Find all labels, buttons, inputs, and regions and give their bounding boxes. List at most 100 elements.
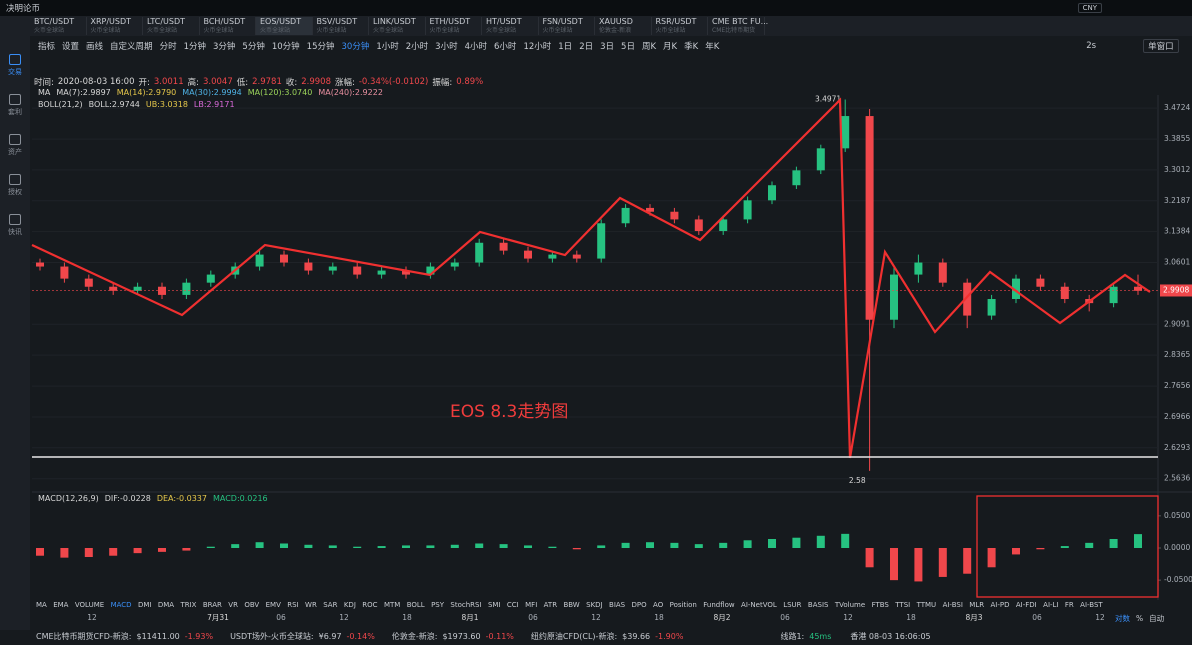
period[interactable]: 30分钟 — [341, 42, 370, 52]
sidebar-item[interactable]: 授权 — [0, 174, 30, 197]
indicator-tab[interactable]: StochRSI — [450, 601, 482, 609]
period[interactable]: 月K — [663, 42, 678, 52]
indicator-tab[interactable]: BOLL — [406, 601, 425, 609]
indicator-tab[interactable]: LSUR — [783, 601, 802, 609]
period[interactable]: 周K — [641, 42, 657, 52]
indicator-tab[interactable]: WR — [305, 601, 317, 609]
period[interactable]: 1日 — [558, 42, 573, 52]
period[interactable]: 1分钟 — [183, 42, 206, 52]
indicator-tab[interactable]: AI-NetVOL — [741, 601, 777, 609]
indicator-tab[interactable]: MFI — [525, 601, 538, 609]
indicator-tab[interactable]: MLR — [969, 601, 985, 609]
period[interactable]: 分时 — [159, 42, 177, 52]
indicator-tab[interactable]: CCI — [506, 601, 519, 609]
sidebar-item[interactable]: 套利 — [0, 94, 30, 117]
axis-tool[interactable]: % — [1136, 614, 1144, 623]
period[interactable]: 2小时 — [405, 42, 429, 52]
indicator-tab[interactable]: DMA — [157, 601, 175, 609]
indicator-value: MA(240):2.9222 — [318, 88, 383, 97]
axis-tool[interactable]: 自动 — [1149, 614, 1165, 623]
indicator-tab[interactable]: MACD — [110, 601, 132, 609]
period[interactable]: 12小时 — [523, 42, 552, 52]
symbol-tab[interactable]: LINK/USDT 火币全球站 — [369, 17, 426, 35]
window-mode[interactable]: 单窗口 — [1143, 39, 1179, 53]
period[interactable]: 季K — [684, 42, 699, 52]
custom-period[interactable]: 自定义周期 — [110, 42, 153, 52]
tab-name: CME BTC FU... — [712, 17, 769, 26]
indicator-tab[interactable]: DPO — [631, 601, 647, 609]
symbol-tab[interactable]: RSR/USDT 火币全球站 — [652, 17, 708, 35]
indicator-tab[interactable]: SKDJ — [586, 601, 603, 609]
symbol-tab[interactable]: XRP/USDT 火币全球站 — [87, 17, 143, 35]
period[interactable]: 年K — [705, 42, 720, 52]
indicator-tab[interactable]: VOLUME — [74, 601, 105, 609]
symbol-tab[interactable]: BCH/USDT 火币全球站 — [200, 17, 256, 35]
indicator-tab[interactable]: RSI — [287, 601, 299, 609]
indicator-tab[interactable]: TVolume — [834, 601, 866, 609]
indicator-tab[interactable]: TRIX — [180, 601, 197, 609]
period[interactable]: 5日 — [621, 42, 635, 52]
indicator-tab[interactable]: MA — [36, 601, 47, 609]
indicator-tab[interactable]: BBW — [563, 601, 580, 609]
indicator-tab[interactable]: SMI — [487, 601, 501, 609]
indicator-tab[interactable]: AI-LI — [1043, 601, 1059, 609]
candle-body — [255, 254, 264, 267]
symbol-tab[interactable]: ETH/USDT 火币全球站 — [426, 17, 482, 35]
period[interactable]: 15分钟 — [306, 42, 335, 52]
indicator-tab[interactable]: VR — [228, 601, 238, 609]
symbol-tab[interactable]: BSV/USDT 火币全球站 — [313, 17, 369, 35]
candle-body — [816, 148, 825, 171]
period[interactable]: 1小时 — [376, 42, 399, 52]
axis-tool[interactable]: 对数 — [1115, 614, 1130, 623]
indicator-tab[interactable]: AI-BSI — [942, 601, 963, 609]
indicator-tab[interactable]: FTBS — [871, 601, 889, 609]
tool-button[interactable]: 画线 — [86, 42, 104, 52]
indicator-tab[interactable]: BIAS — [609, 601, 626, 609]
candle-body — [694, 219, 703, 232]
indicator-tab[interactable]: PSY — [431, 601, 445, 609]
indicator-tab[interactable]: AI-BST — [1080, 601, 1103, 609]
indicator-tab[interactable]: Fundflow — [703, 601, 735, 609]
indicator-tab[interactable]: AI-FDI — [1015, 601, 1037, 609]
indicator-tab[interactable]: AI-PD — [990, 601, 1010, 609]
period[interactable]: 2日 — [579, 42, 594, 52]
indicator-tab[interactable]: SAR — [323, 601, 338, 609]
period[interactable]: 3日 — [600, 42, 615, 52]
sidebar-item[interactable]: 资产 — [0, 134, 30, 157]
indicator-tab[interactable]: ROC — [362, 601, 378, 609]
indicator-tab[interactable]: TTMU — [916, 601, 937, 609]
indicator-tab[interactable]: AO — [653, 601, 664, 609]
symbol-tab[interactable]: BTC/USDT 火币全球站 — [30, 17, 87, 35]
period[interactable]: 10分钟 — [271, 42, 300, 52]
symbol-tab[interactable]: LTC/USDT 火币全球站 — [143, 17, 200, 35]
indicator-tab[interactable]: EMV — [265, 601, 281, 609]
indicator-tab[interactable]: EMA — [53, 601, 69, 609]
title-bar: 决明论币 CNY — [0, 0, 1192, 16]
symbol-tab[interactable]: EOS/USDT 火币全球站 — [256, 17, 313, 35]
indicator-tab[interactable]: ATR — [543, 601, 558, 609]
period[interactable]: 3分钟 — [213, 42, 236, 52]
indicator-tab[interactable]: BRAR — [202, 601, 222, 609]
indicator-tab[interactable]: KDJ — [343, 601, 356, 609]
tool-button[interactable]: 指标 — [38, 42, 56, 52]
indicator-tab[interactable]: FR — [1064, 601, 1074, 609]
indicator-tab[interactable]: Position — [669, 601, 697, 609]
macd-bar — [304, 544, 313, 548]
symbol-tab[interactable]: XAUUSD 伦敦金-新浪 — [595, 17, 652, 35]
symbol-tab[interactable]: CME BTC FU... CME比特币期货 — [708, 17, 769, 35]
indicator-tab[interactable]: MTM — [383, 601, 401, 609]
tool-button[interactable]: 设置 — [62, 42, 80, 52]
indicator-tab[interactable]: OBV — [244, 601, 260, 609]
currency-select[interactable]: CNY — [1077, 3, 1102, 13]
period[interactable]: 4小时 — [464, 42, 488, 52]
sidebar-item[interactable]: 快讯 — [0, 214, 30, 237]
period[interactable]: 3小时 — [435, 42, 458, 52]
indicator-tab[interactable]: TTSI — [895, 601, 911, 609]
period[interactable]: 5分钟 — [242, 42, 265, 52]
symbol-tab[interactable]: FSN/USDT 火币全球站 — [539, 17, 595, 35]
period[interactable]: 6小时 — [494, 42, 517, 52]
indicator-tab[interactable]: DMI — [137, 601, 152, 609]
symbol-tab[interactable]: HT/USDT 火币全球站 — [482, 17, 539, 35]
sidebar-item[interactable]: 交易 — [0, 54, 30, 77]
indicator-tab[interactable]: BASIS — [807, 601, 829, 609]
